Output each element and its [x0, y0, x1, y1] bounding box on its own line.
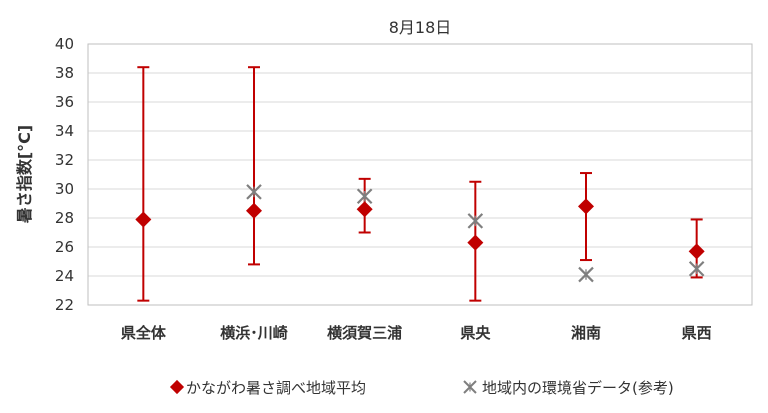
legend-item-env-ministry: 地域内の環境省データ(参考): [463, 379, 674, 397]
x-category-label: 横須賀三浦: [327, 324, 402, 342]
legend-label-average: かながわ暑さ調べ地域平均: [186, 379, 366, 397]
asterisk-point: [578, 266, 594, 283]
x-axis-categories: 県全体 横浜･川崎 横須賀三浦 県央 湘南 県西: [121, 324, 712, 342]
legend-label-env-ministry: 地域内の環境省データ(参考): [482, 379, 674, 397]
error-bar: [580, 172, 592, 262]
diamond-point: [688, 243, 705, 260]
y-tick-label: 40: [55, 35, 74, 53]
x-category-label: 湘南: [571, 324, 601, 342]
diamond-point: [467, 234, 484, 251]
x-category-label: 横浜･川崎: [220, 324, 288, 342]
y-axis-label: 暑さ指数[°C]: [15, 125, 34, 224]
y-tick-label: 36: [55, 93, 74, 111]
y-tick-label: 32: [55, 151, 74, 169]
y-tick-label: 34: [55, 122, 74, 140]
y-tick-label: 24: [55, 267, 74, 285]
y-tick-label: 22: [55, 296, 74, 314]
error-bar: [248, 66, 260, 266]
diamond-point: [246, 202, 262, 219]
asterisk-point: [356, 188, 373, 205]
y-tick-label: 28: [55, 209, 74, 227]
legend: かながわ暑さ調べ地域平均 地域内の環境省データ(参考): [169, 379, 674, 397]
x-category-label: 県西: [682, 324, 712, 342]
error-bar: [137, 66, 150, 302]
asterisk-point: [246, 184, 262, 200]
plot-area: [87, 43, 753, 306]
y-tick-label: 26: [55, 238, 74, 256]
legend-item-average: かながわ暑さ調べ地域平均: [169, 379, 366, 397]
y-tick-label: 30: [55, 180, 74, 198]
chart-title: 8月18日: [389, 18, 452, 37]
diamond-point: [578, 198, 594, 215]
legend-asterisk-marker: [463, 380, 477, 394]
diamond-point: [135, 211, 152, 228]
gridlines: [88, 72, 752, 277]
asterisk-point: [467, 213, 484, 229]
x-category-label: 県央: [460, 324, 491, 342]
x-category-label: 県全体: [121, 324, 167, 342]
diamond-point: [356, 201, 373, 218]
legend-diamond-marker: [169, 379, 185, 395]
asterisk-point: [463, 380, 477, 394]
y-axis-ticks: 22 24 26 28 30 32 34 36 38 40: [55, 35, 74, 314]
asterisk-point: [688, 260, 705, 277]
data-points: [135, 184, 705, 283]
y-tick-label: 38: [55, 64, 74, 82]
